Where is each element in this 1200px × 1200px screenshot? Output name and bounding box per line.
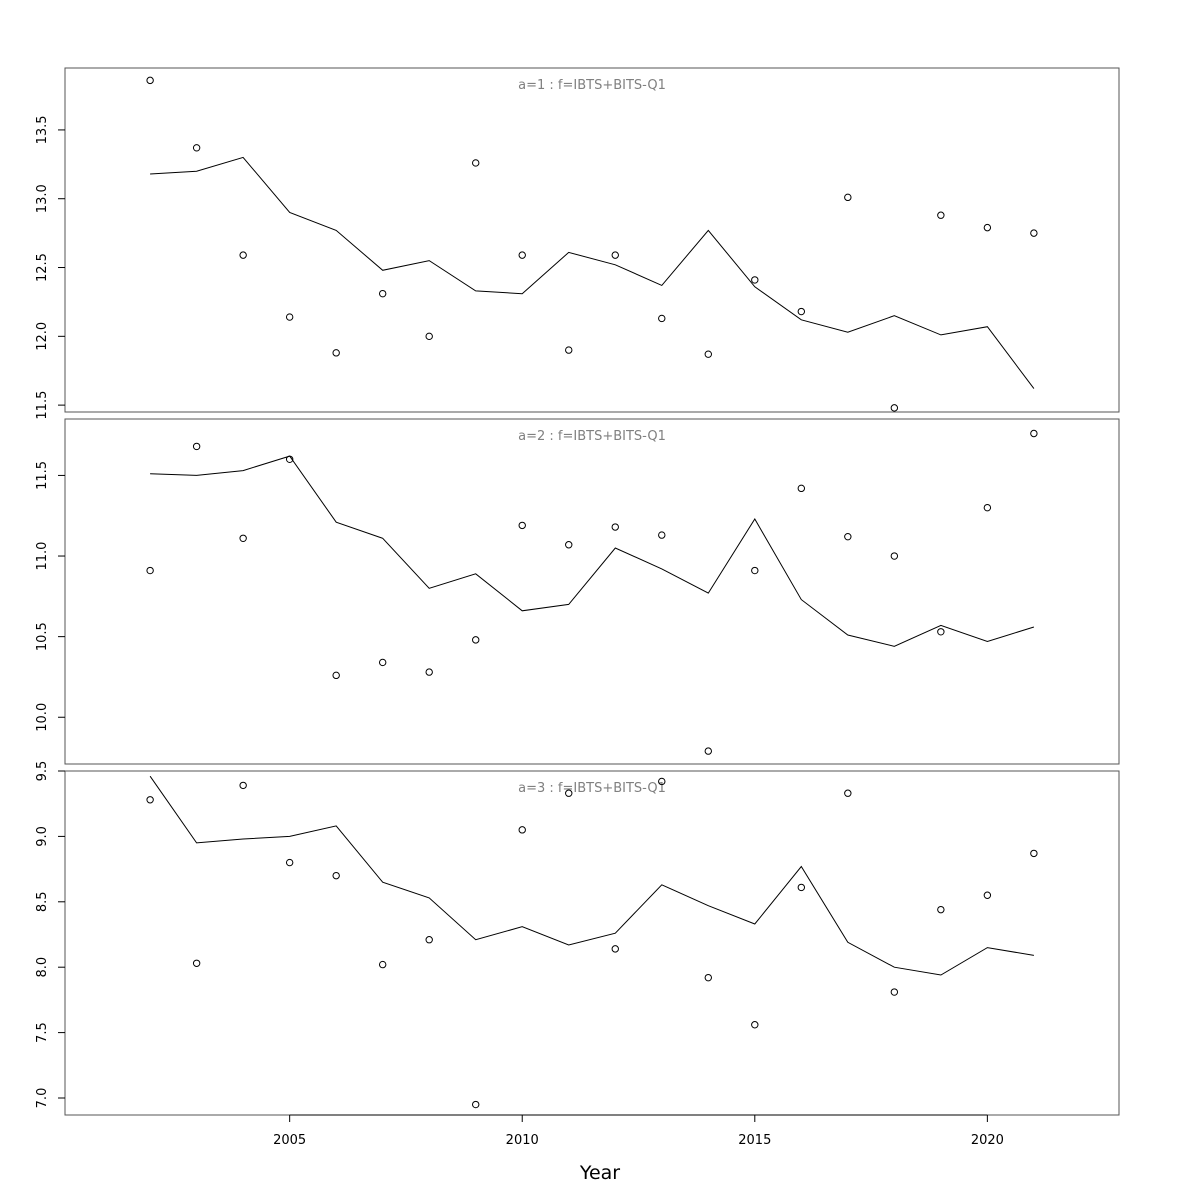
observed-point bbox=[658, 314, 666, 323]
observed-point bbox=[192, 959, 201, 967]
y-tick-label: 11.5 bbox=[35, 391, 50, 420]
observed-point bbox=[751, 566, 759, 575]
observed-point bbox=[751, 1021, 759, 1029]
fitted-line bbox=[150, 156, 1035, 389]
observed-point bbox=[518, 826, 526, 834]
x-tick-label: 2005 bbox=[273, 1133, 306, 1148]
y-tick-label: 8.0 bbox=[35, 957, 50, 978]
observed-point bbox=[797, 484, 806, 493]
observed-point bbox=[518, 521, 526, 530]
observed-point bbox=[704, 350, 712, 358]
observed-point bbox=[472, 636, 480, 644]
observed-point bbox=[425, 936, 433, 944]
y-tick-label: 10.5 bbox=[35, 622, 50, 651]
y-tick-label: 12.0 bbox=[35, 322, 50, 351]
observed-point bbox=[332, 871, 340, 880]
observed-point bbox=[192, 144, 201, 152]
y-tick-label: 9.5 bbox=[35, 761, 50, 782]
observed-point bbox=[239, 534, 247, 542]
observed-point bbox=[983, 223, 992, 232]
observed-point bbox=[844, 193, 852, 202]
y-tick-label: 13.5 bbox=[35, 115, 50, 144]
y-tick-label: 7.5 bbox=[35, 1022, 50, 1043]
fitted-line bbox=[150, 455, 1035, 647]
observed-point bbox=[378, 658, 387, 667]
observed-point bbox=[565, 346, 573, 354]
observed-point bbox=[844, 789, 852, 797]
panel-title: a=3 : f=IBTS+BITS-Q1 bbox=[518, 781, 666, 796]
observed-point bbox=[425, 332, 433, 341]
panel-frame bbox=[64, 418, 1120, 765]
observed-point bbox=[937, 211, 945, 219]
x-axis: 2005 2010 2015 2020 bbox=[273, 1114, 1004, 1148]
observed-point bbox=[937, 905, 945, 914]
y-tick-label: 11.5 bbox=[35, 461, 50, 490]
observed-point bbox=[1030, 849, 1038, 858]
observed-point bbox=[285, 858, 294, 867]
observed-point bbox=[1030, 229, 1038, 237]
observed-point bbox=[704, 747, 712, 755]
observed-point bbox=[146, 566, 154, 575]
fitted-line bbox=[149, 775, 1034, 976]
observed-point bbox=[797, 883, 806, 892]
observed-point bbox=[890, 552, 899, 560]
y-tick-label: 11.0 bbox=[35, 542, 50, 571]
observed-point bbox=[751, 276, 759, 284]
observed-point bbox=[565, 789, 573, 797]
observed-point bbox=[378, 960, 387, 969]
panel-title: a=1 : f=IBTS+BITS-Q1 bbox=[518, 78, 666, 93]
panel-age-1: a=1 : f=IBTS+BITS-Q1 11.5 12.0 12.5 13.0 13.5 bbox=[35, 67, 1120, 420]
observed-point bbox=[472, 1100, 480, 1109]
observed-point bbox=[192, 442, 201, 451]
observed-point bbox=[611, 523, 619, 531]
y-tick-label: 9.0 bbox=[35, 826, 50, 847]
observed-point bbox=[285, 313, 294, 321]
observed-point bbox=[285, 455, 294, 464]
observed-point bbox=[658, 531, 666, 539]
observed-point bbox=[611, 945, 619, 953]
x-tick-label: 2010 bbox=[506, 1133, 539, 1148]
observed-point bbox=[937, 628, 945, 636]
observed-point bbox=[239, 251, 247, 259]
observed-point bbox=[472, 159, 480, 167]
observed-point bbox=[565, 541, 573, 549]
observed-point bbox=[239, 781, 247, 790]
observed-point bbox=[518, 251, 526, 259]
observed-point bbox=[332, 349, 340, 357]
observed-point bbox=[332, 671, 340, 680]
observed-point bbox=[425, 668, 433, 676]
x-tick-label: 2020 bbox=[971, 1133, 1004, 1148]
observed-point bbox=[658, 777, 666, 786]
y-tick-label: 13.0 bbox=[35, 184, 50, 213]
observed-point bbox=[146, 796, 154, 804]
observed-point bbox=[983, 891, 992, 899]
panel-age-3: a=3 : f=IBTS+BITS-Q1 7.0 7.5 8.0 8.5 9.0 9.5 bbox=[35, 761, 1120, 1116]
observed-point bbox=[797, 307, 806, 316]
y-tick-label: 7.0 bbox=[35, 1088, 50, 1109]
observed-point bbox=[890, 404, 899, 412]
observed-point bbox=[983, 503, 992, 512]
observed-point bbox=[611, 251, 619, 259]
x-tick-label: 2015 bbox=[738, 1133, 771, 1148]
panel-frame bbox=[64, 67, 1120, 413]
y-tick-label: 10.0 bbox=[35, 703, 50, 732]
y-tick-label: 8.5 bbox=[35, 891, 50, 912]
panel-title: a=2 : f=IBTS+BITS-Q1 bbox=[518, 429, 666, 444]
observed-point bbox=[844, 532, 852, 541]
y-tick-label: 12.5 bbox=[35, 253, 50, 282]
observed-point bbox=[890, 988, 899, 996]
panel-frame bbox=[64, 770, 1120, 1116]
observed-point bbox=[1030, 429, 1038, 438]
observed-point bbox=[378, 289, 387, 298]
panel-age-2: a=2 : f=IBTS+BITS-Q1 10.0 10.5 11.0 11.5 bbox=[35, 418, 1120, 765]
observed-point bbox=[146, 76, 154, 85]
observed-point bbox=[704, 973, 712, 982]
x-axis-label: Year bbox=[579, 1162, 620, 1184]
